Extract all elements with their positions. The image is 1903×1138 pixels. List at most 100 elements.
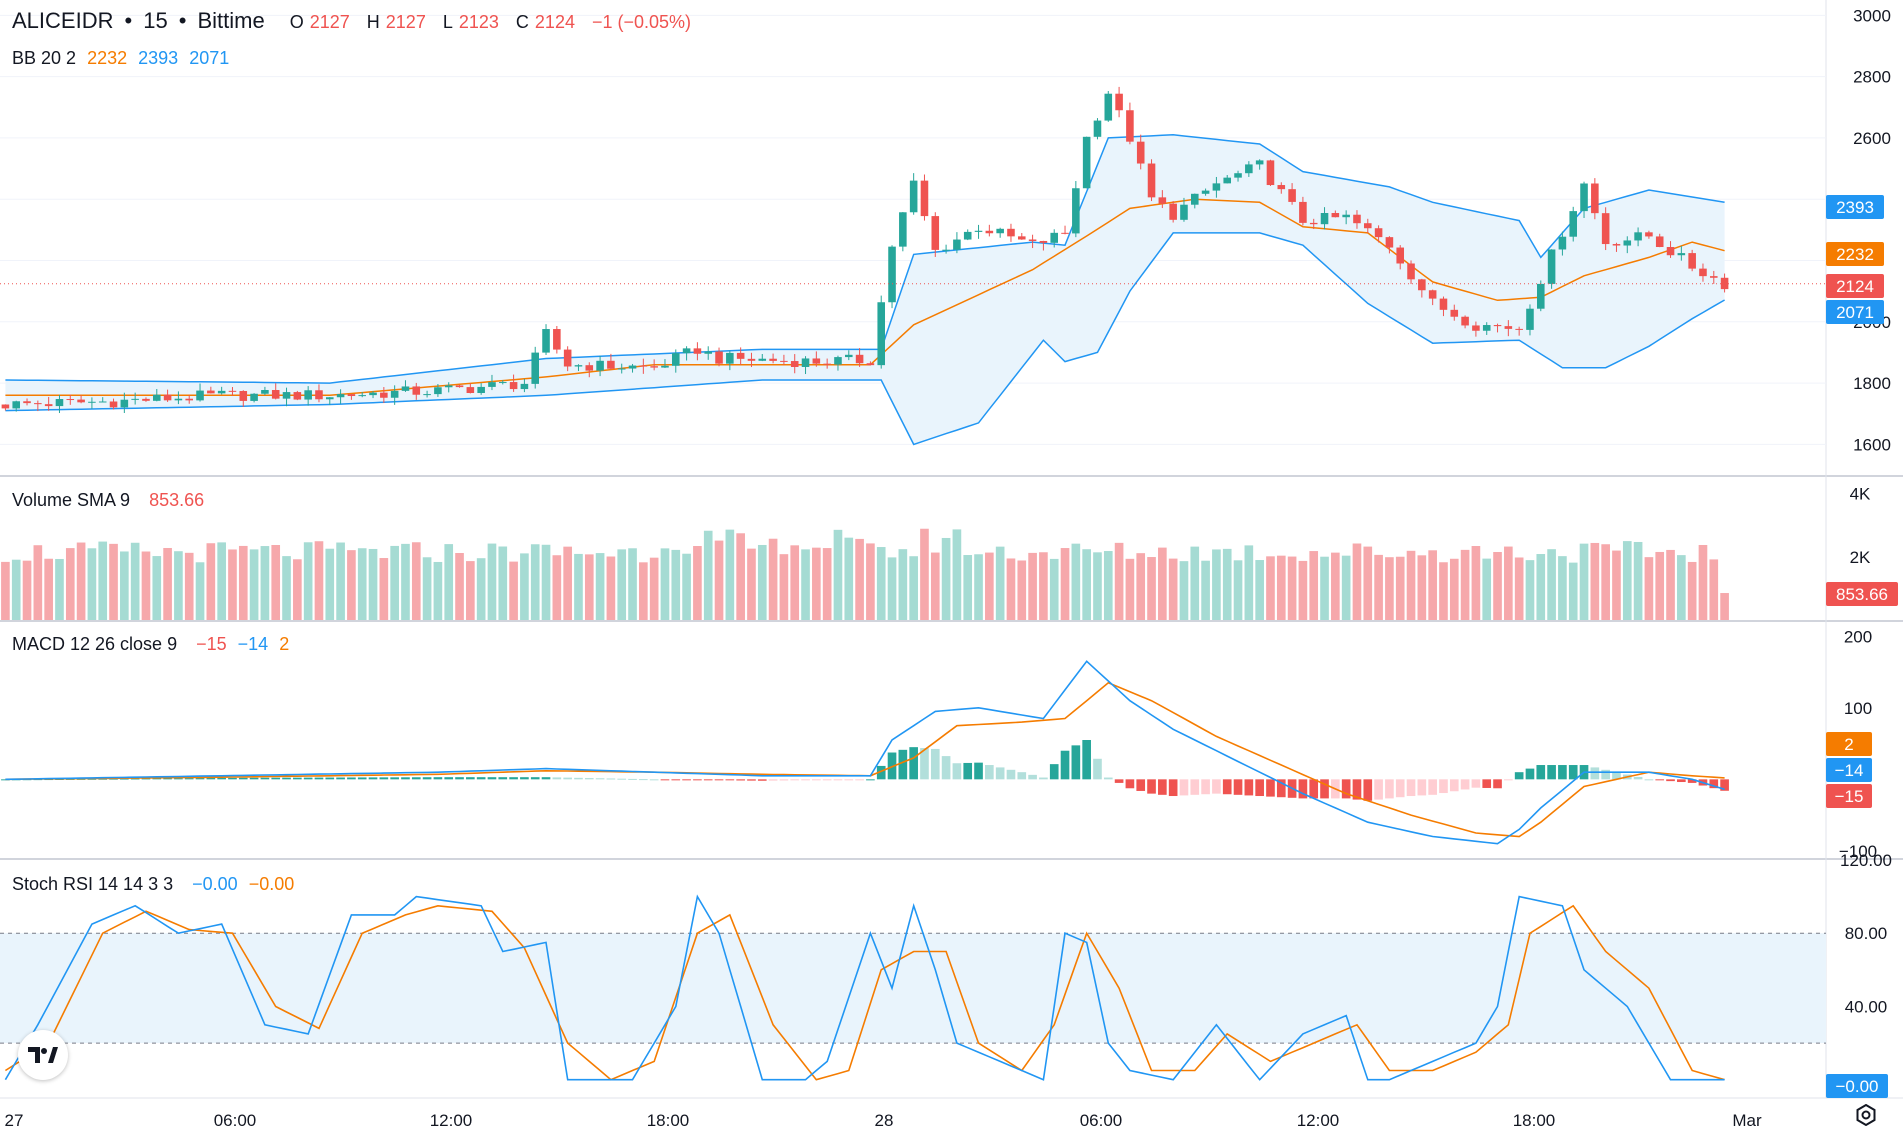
candle [131,392,139,405]
volume-bar [671,549,681,620]
volume-bar [120,551,129,620]
symbol-label[interactable]: ALICEIDR [12,8,114,33]
candle-body [974,230,983,232]
candle-body [1093,120,1102,137]
candle-body [607,360,615,369]
candle [1,404,10,411]
volume-bar [822,548,832,620]
candle-body [520,383,529,390]
candle-body [1450,309,1459,317]
candle [66,394,75,405]
settings-gear-icon[interactable] [1855,1103,1877,1133]
macd-legend[interactable]: MACD 12 26 close 9 −15 −14 2 [12,634,295,655]
candle [1418,278,1426,298]
volume-bar [1385,557,1394,620]
volume-bar [1633,541,1643,620]
volume-bar [1514,557,1524,620]
macd-histogram-bar [1536,765,1546,780]
candle-body [1331,213,1340,218]
candle [239,390,248,407]
volume-legend[interactable]: Volume SMA 9 853.66 [12,490,210,511]
candle [639,358,648,374]
macd-histogram-bar [1190,779,1200,795]
volume-bar [1060,548,1070,620]
macd-hist-axis-label: −15 [1826,784,1872,808]
stoch-label: Stoch RSI 14 14 3 3 [12,874,174,894]
volume-bar [11,559,21,620]
volume-bar [1125,558,1135,620]
volume-bar [1536,554,1546,620]
candle [217,386,226,395]
candle [823,358,831,369]
volume-bar [1709,559,1719,620]
candle [185,395,194,404]
volume-bar [1525,560,1535,620]
macd-histogram-bar [1395,779,1405,798]
candle [531,346,540,389]
candle-body [596,360,604,371]
candle [1363,218,1372,233]
volume-bar [1017,560,1027,620]
volume-bar [1439,562,1448,620]
macd-histogram-bar [1082,740,1091,780]
tradingview-logo-icon[interactable] [18,1030,68,1080]
volume-bar [206,543,216,620]
candle [585,362,594,378]
macd-histogram-bar [228,777,237,780]
volume-bar [1039,552,1048,620]
candle [1223,175,1232,184]
interval-label[interactable]: 15 [143,8,168,33]
candle [985,224,994,237]
macd-histogram-bar [303,777,313,780]
candle [1439,296,1448,317]
macd-histogram-bar [1590,767,1600,780]
bb-legend[interactable]: BB 20 2 2232 2393 2071 [12,48,235,69]
volume-bar [271,545,281,620]
candle [261,386,269,396]
volume-bar [876,547,886,620]
candle-body [1061,232,1069,234]
candle-body [1688,253,1696,269]
candle-body [88,401,96,403]
candle-body [1147,163,1156,198]
candle-body [1623,240,1632,246]
candle [498,380,507,385]
macd-histogram-bar [1136,779,1146,791]
volume-bar [55,558,64,620]
candle-body [1277,185,1286,190]
candle [1526,304,1534,336]
candle-body [1569,211,1578,237]
candle-body [34,403,42,405]
low-label: L [442,12,453,32]
candle [412,382,421,400]
candle-body [1028,239,1037,241]
volume-bar [1309,551,1319,620]
volume-bar [433,561,443,620]
volume-bar [1276,555,1286,620]
candle-body [466,387,475,394]
candle-body [1309,222,1318,225]
candle [1569,206,1578,242]
macd-line-axis-label-text: −14 [1835,761,1864,780]
candle [1558,231,1567,256]
volume-bar [1331,552,1340,620]
candle-body [1612,244,1621,246]
macd-histogram-bar [985,765,994,780]
volume-bar [1558,556,1567,620]
volume-bar [1644,557,1654,620]
separator: • [124,8,133,33]
volume-bar [1049,558,1059,620]
candle-body [1136,141,1145,164]
stoch-legend[interactable]: Stoch RSI 14 14 3 3 −0.00 −0.00 [12,874,300,895]
candle-body [780,360,788,362]
candle [466,383,475,394]
candle [1655,233,1664,248]
volume-bar [1103,551,1113,620]
candle-body [953,239,961,250]
volume-bar [33,545,43,620]
candle-body [1266,160,1275,186]
macd-histogram-bar [1374,779,1383,800]
volume-bar [163,547,172,620]
candle [1212,176,1221,198]
